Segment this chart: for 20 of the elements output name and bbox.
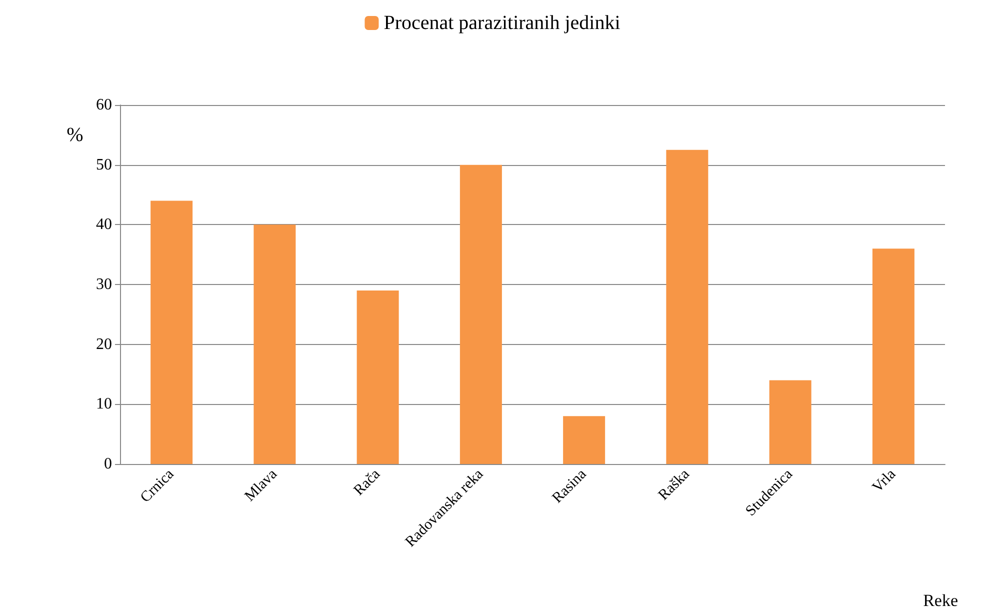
y-tick-label: 60 [96, 96, 112, 114]
bar [460, 164, 502, 464]
x-tick-label: Rača [350, 466, 384, 499]
bar [872, 248, 914, 464]
y-tick-label: 10 [96, 396, 112, 413]
y-axis-title: % [66, 124, 84, 146]
bar [769, 380, 812, 464]
y-tick-label: 50 [96, 156, 112, 174]
bar [254, 224, 296, 464]
y-tick-label: 30 [96, 276, 112, 293]
bar [563, 416, 606, 464]
x-axis-title: Reke [923, 591, 958, 610]
bar [356, 290, 399, 464]
bar [150, 200, 193, 464]
x-tick-label: Vrla [870, 466, 900, 496]
legend-label: Procenat parazitiranih jedinki [384, 12, 621, 34]
y-tick-label: 40 [96, 216, 112, 234]
y-tick-label: 0 [104, 456, 112, 472]
y-tick-label: 20 [96, 336, 112, 353]
bar [666, 150, 708, 464]
